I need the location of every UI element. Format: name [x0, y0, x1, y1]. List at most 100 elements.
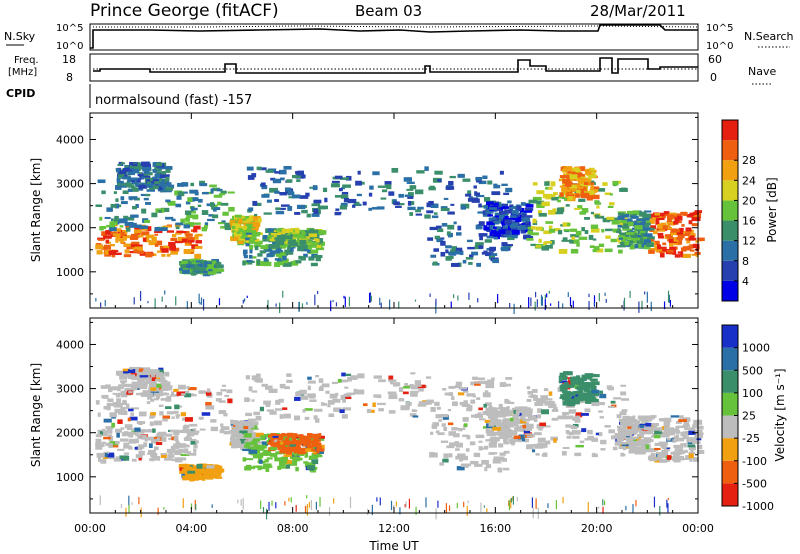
echo-cell — [691, 223, 699, 227]
ground-scatter — [456, 502, 458, 509]
echo-cell — [117, 182, 121, 186]
echo-cell — [503, 192, 510, 196]
echo-cell — [503, 409, 512, 414]
echo-cell — [121, 183, 128, 186]
y-tick-label: 1000 — [56, 471, 84, 484]
echo-cell — [223, 430, 230, 435]
echo-cell — [641, 450, 646, 455]
echo-cell — [387, 391, 397, 395]
ground-scatter — [536, 299, 538, 308]
ground-scatter — [128, 495, 130, 506]
echo-cell — [119, 231, 125, 237]
echo-cell — [232, 438, 239, 443]
echo-cell — [561, 390, 571, 393]
echo-cell — [232, 420, 240, 425]
echo-cell — [543, 388, 549, 392]
colorbar-tick-label: 1000 — [742, 342, 770, 355]
echo-cell — [523, 210, 533, 213]
ground-scatter — [267, 300, 269, 311]
echo-cell — [279, 383, 286, 389]
echo-cell — [537, 210, 542, 215]
echo-cell — [299, 241, 304, 245]
echo-cell — [410, 385, 419, 390]
echo-cell — [246, 227, 252, 233]
echo-cell — [308, 455, 313, 460]
echo-cell — [247, 234, 251, 237]
echo-cell — [198, 470, 203, 473]
colorbar-swatch — [722, 347, 738, 371]
ground-scatter — [335, 302, 338, 307]
echo-cell — [519, 412, 526, 417]
echo-cell — [247, 260, 253, 265]
echo-cell — [476, 180, 482, 183]
echo-cell — [600, 439, 607, 445]
ground-scatter — [242, 299, 244, 304]
ground-scatter — [328, 506, 331, 516]
echo-cell — [165, 166, 173, 170]
echo-cell — [467, 190, 472, 195]
echo-cell — [254, 245, 259, 251]
echo-cell — [579, 166, 585, 170]
echo-cell — [293, 436, 299, 439]
echo-cell — [584, 438, 593, 441]
echo-cell — [415, 213, 423, 216]
echo-cell — [655, 219, 660, 225]
echo-cell — [199, 416, 203, 420]
echo-cell — [106, 207, 113, 212]
echo-cell — [614, 441, 621, 446]
echo-cell — [674, 254, 681, 258]
echo-cell — [532, 182, 538, 186]
echo-cell — [306, 465, 316, 470]
echo-cell — [566, 194, 575, 197]
echo-cell — [648, 455, 655, 458]
echo-cell — [446, 231, 451, 236]
ground-scatter — [669, 299, 672, 307]
echo-cell — [550, 181, 556, 187]
echo-cell — [145, 380, 151, 385]
echo-cell — [207, 264, 214, 269]
echo-cell — [158, 177, 163, 181]
echo-cell — [264, 385, 273, 389]
echo-cell — [274, 237, 282, 240]
date-title: 28/Mar/2011 — [590, 2, 686, 20]
echo-cell — [113, 228, 121, 232]
ground-scatter — [290, 497, 292, 503]
echo-cell — [190, 452, 197, 456]
echo-cell — [688, 220, 693, 225]
echo-cell — [285, 464, 291, 469]
echo-cell — [693, 422, 698, 426]
echo-cell — [242, 249, 248, 255]
echo-cell — [305, 448, 313, 452]
echo-cell — [589, 190, 595, 195]
echo-cell — [297, 245, 305, 248]
echo-cell — [291, 175, 301, 179]
echo-cell — [354, 201, 360, 206]
echo-cell — [104, 216, 111, 219]
echo-cell — [280, 207, 286, 210]
echo-cell — [317, 443, 322, 446]
echo-cell — [676, 437, 685, 442]
echo-cell — [414, 384, 422, 387]
echo-cell — [627, 219, 633, 223]
echo-cell — [489, 246, 497, 251]
echo-cell — [245, 237, 251, 241]
echo-cell — [633, 222, 642, 227]
echo-cell — [490, 229, 499, 235]
echo-cell — [591, 374, 600, 378]
ground-scatter — [587, 502, 589, 513]
echo-cell — [168, 454, 173, 459]
echo-cell — [105, 240, 109, 244]
echo-cell — [134, 446, 138, 450]
echo-cell — [163, 379, 167, 384]
echo-cell — [642, 416, 647, 421]
echo-cell — [291, 194, 301, 199]
echo-cell — [149, 187, 155, 190]
echo-cell — [559, 372, 564, 377]
echo-cell — [537, 437, 546, 443]
echo-cell — [157, 181, 164, 187]
ground-scatter — [175, 296, 177, 306]
echo-cell — [192, 214, 199, 220]
echo-cell — [218, 410, 227, 415]
echo-cell — [308, 228, 315, 233]
